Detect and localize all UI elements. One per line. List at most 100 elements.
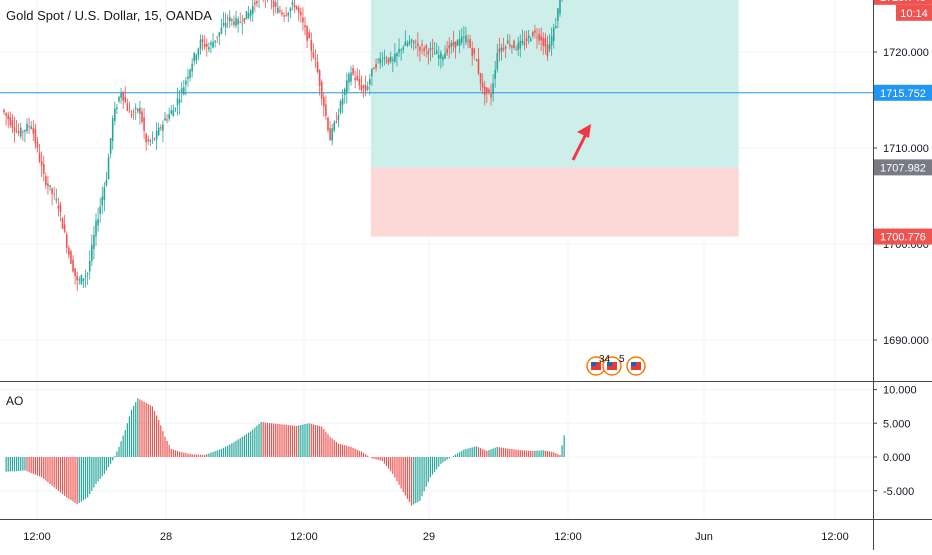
candle-body bbox=[344, 89, 346, 95]
candle-body bbox=[145, 134, 147, 143]
candle-body bbox=[407, 43, 409, 45]
candle-body bbox=[471, 48, 473, 56]
candle-body bbox=[214, 40, 216, 42]
candle-body bbox=[83, 278, 85, 281]
candle-body bbox=[135, 108, 137, 109]
candle-body bbox=[294, 5, 296, 7]
candle-body bbox=[480, 73, 482, 83]
candle-body bbox=[482, 83, 484, 88]
candle-body bbox=[354, 78, 356, 80]
candle-body bbox=[202, 39, 204, 42]
candle-body bbox=[436, 51, 438, 54]
candle-body bbox=[365, 85, 367, 91]
candle-body bbox=[3, 110, 5, 112]
candle-body bbox=[457, 40, 459, 46]
candle-body bbox=[62, 218, 64, 229]
candle-body bbox=[306, 26, 308, 40]
candle-body bbox=[478, 59, 480, 74]
bar-countdown-label: 10:14 bbox=[900, 8, 928, 20]
candle-body bbox=[396, 53, 398, 56]
candle-body bbox=[143, 117, 145, 131]
candle-body bbox=[64, 224, 66, 231]
candle-body bbox=[367, 87, 369, 90]
candle-body bbox=[379, 58, 381, 63]
candle-body bbox=[221, 27, 223, 33]
candle-body bbox=[463, 37, 465, 38]
time-tick-label: 12:00 bbox=[554, 531, 582, 543]
candle-body bbox=[348, 74, 350, 83]
time-tick-label: 29 bbox=[423, 531, 435, 543]
candle-body bbox=[210, 43, 212, 45]
candle-body bbox=[196, 55, 198, 60]
candle-body bbox=[237, 19, 239, 24]
candle-body bbox=[496, 53, 498, 70]
candle-body bbox=[99, 207, 101, 214]
candle-body bbox=[47, 183, 49, 186]
candle-body bbox=[283, 15, 285, 16]
candle-body bbox=[400, 50, 402, 51]
candle-body bbox=[448, 45, 450, 48]
candle-body bbox=[85, 276, 87, 277]
candle-body bbox=[28, 126, 30, 127]
candle-body bbox=[281, 12, 283, 14]
candle-body bbox=[53, 194, 55, 195]
candle-body bbox=[104, 188, 106, 200]
candle-body bbox=[405, 41, 407, 46]
candle-body bbox=[216, 37, 218, 38]
candle-body bbox=[473, 48, 475, 54]
candle-body bbox=[377, 59, 379, 60]
candle-body bbox=[499, 48, 501, 52]
candle-body bbox=[465, 36, 467, 43]
candle-body bbox=[225, 23, 227, 27]
time-tick-label: Jun bbox=[695, 531, 713, 543]
candle-body bbox=[74, 268, 76, 276]
candle-body bbox=[476, 60, 478, 61]
ao-tick-label: -5.000 bbox=[883, 486, 914, 498]
candle-body bbox=[555, 26, 557, 28]
candle-body bbox=[204, 44, 206, 47]
price-tick-label: 1710.000 bbox=[883, 143, 929, 155]
candle-body bbox=[321, 82, 323, 99]
candle-body bbox=[402, 47, 404, 49]
time-tick-label: 12:00 bbox=[23, 531, 51, 543]
candle-body bbox=[522, 41, 524, 43]
candle-body bbox=[170, 111, 172, 114]
candle-body bbox=[415, 47, 417, 48]
candle-body bbox=[279, 10, 281, 11]
price-tick-label: 1720.000 bbox=[883, 47, 929, 59]
candle-body bbox=[95, 221, 97, 237]
candle-body bbox=[154, 139, 156, 140]
candle-body bbox=[530, 39, 532, 42]
candle-body bbox=[139, 108, 141, 114]
candle-body bbox=[191, 64, 193, 72]
candle-body bbox=[112, 118, 114, 141]
candle-body bbox=[106, 180, 108, 185]
candle-body bbox=[515, 49, 517, 50]
candle-body bbox=[455, 42, 457, 48]
candle-body bbox=[229, 17, 231, 21]
candle-body bbox=[173, 110, 175, 117]
time-tick-label: 12:00 bbox=[290, 531, 318, 543]
candle-body bbox=[78, 279, 80, 280]
candle-body bbox=[398, 49, 400, 53]
candle-body bbox=[442, 57, 444, 61]
candle-body bbox=[49, 185, 51, 187]
candle-body bbox=[333, 122, 335, 130]
candle-body bbox=[275, 2, 277, 6]
candle-body bbox=[292, 2, 294, 5]
candle-body bbox=[375, 64, 377, 68]
candle-body bbox=[242, 24, 244, 25]
candle-body bbox=[411, 40, 413, 42]
candle-body bbox=[310, 40, 312, 51]
candle-body bbox=[547, 45, 549, 57]
candle-body bbox=[444, 53, 446, 58]
candle-body bbox=[273, 1, 275, 7]
candle-body bbox=[484, 86, 486, 95]
candle-body bbox=[492, 83, 494, 94]
candle-body bbox=[185, 81, 187, 85]
candle-body bbox=[340, 101, 342, 112]
candle-body bbox=[486, 87, 488, 93]
price-tag-label: 1707.982 bbox=[880, 162, 926, 174]
